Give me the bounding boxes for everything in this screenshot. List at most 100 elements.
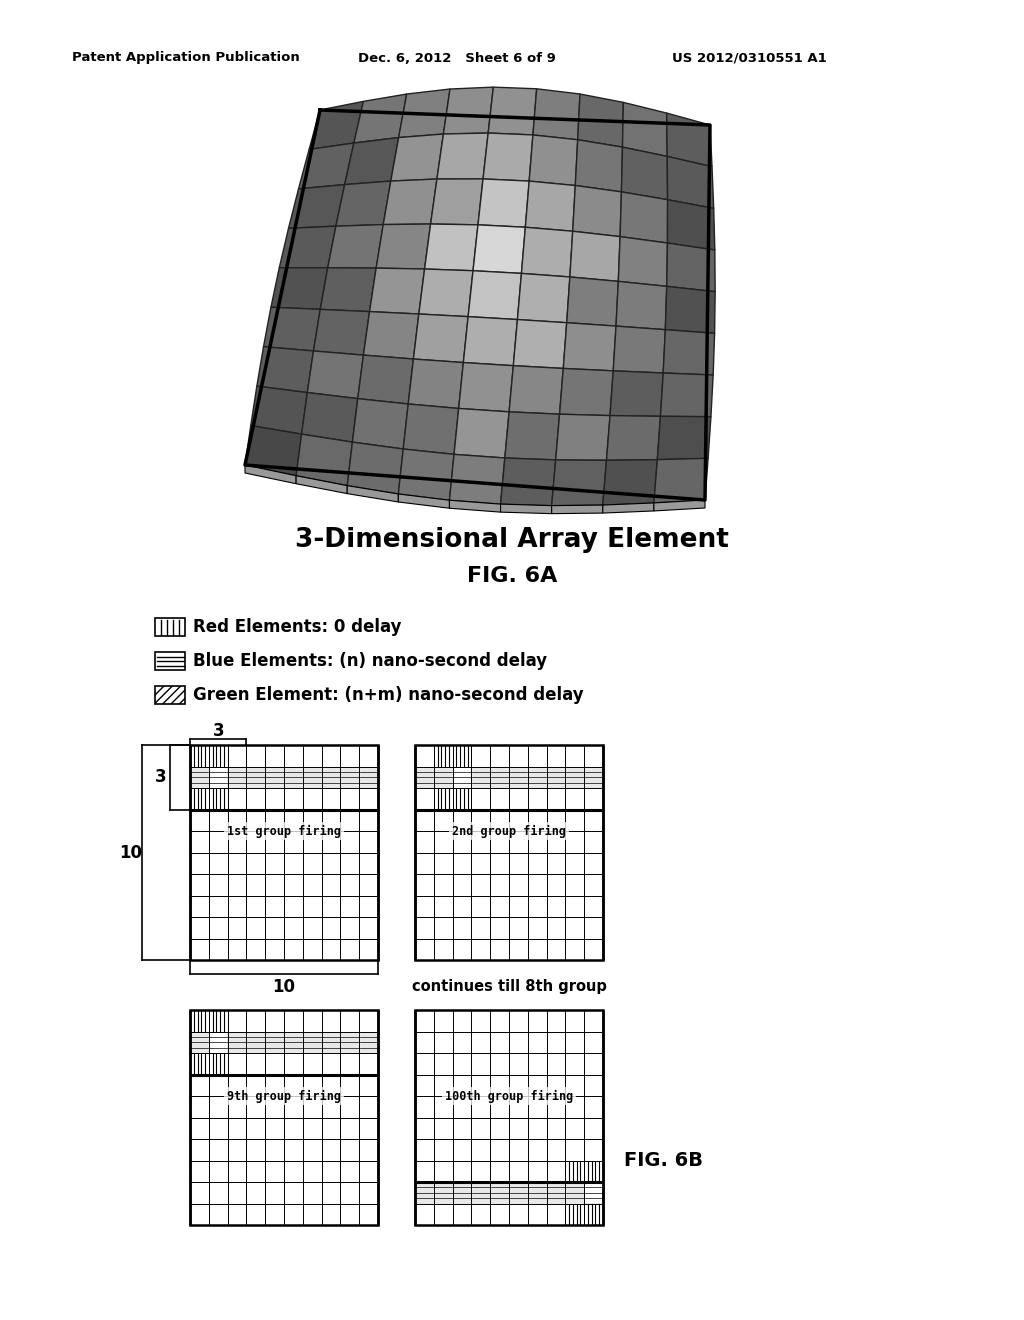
Polygon shape	[370, 268, 425, 314]
Polygon shape	[610, 371, 664, 416]
Polygon shape	[668, 199, 715, 249]
Text: Red Elements: 0 delay: Red Elements: 0 delay	[193, 618, 401, 636]
Text: 1st group firing: 1st group firing	[227, 825, 341, 838]
Polygon shape	[403, 404, 459, 454]
Polygon shape	[245, 465, 296, 483]
Polygon shape	[570, 231, 621, 281]
Bar	[453, 744, 471, 767]
Polygon shape	[245, 425, 302, 475]
Bar	[585, 1181, 603, 1204]
Bar	[190, 1010, 209, 1031]
Polygon shape	[575, 140, 623, 191]
Bar	[415, 1010, 603, 1225]
Polygon shape	[463, 317, 517, 366]
Polygon shape	[613, 326, 666, 374]
Bar	[434, 788, 453, 809]
Polygon shape	[559, 368, 613, 416]
Bar	[566, 1204, 584, 1225]
Polygon shape	[296, 434, 352, 486]
Bar	[190, 744, 378, 960]
Bar	[415, 1181, 603, 1204]
Polygon shape	[666, 286, 715, 334]
Bar	[190, 767, 378, 788]
Bar	[453, 767, 471, 788]
Polygon shape	[409, 359, 463, 408]
Bar	[190, 1053, 209, 1074]
Bar	[585, 1160, 603, 1181]
Polygon shape	[251, 387, 307, 434]
Polygon shape	[566, 277, 618, 326]
Polygon shape	[618, 236, 668, 286]
Polygon shape	[552, 459, 606, 506]
Polygon shape	[307, 351, 364, 399]
Text: continues till 8th group: continues till 8th group	[412, 979, 606, 994]
Bar	[585, 1204, 603, 1225]
Polygon shape	[271, 268, 328, 309]
Polygon shape	[513, 319, 566, 368]
Polygon shape	[321, 268, 376, 312]
Polygon shape	[517, 273, 570, 322]
Text: US 2012/0310551 A1: US 2012/0310551 A1	[672, 51, 826, 65]
Polygon shape	[328, 224, 383, 268]
Polygon shape	[664, 330, 715, 375]
Polygon shape	[450, 454, 505, 504]
Polygon shape	[376, 224, 431, 269]
Polygon shape	[257, 347, 313, 392]
Bar	[190, 1010, 378, 1225]
Polygon shape	[345, 137, 398, 185]
Polygon shape	[552, 506, 603, 513]
Polygon shape	[572, 186, 622, 236]
Bar	[209, 788, 227, 809]
Bar	[190, 788, 209, 809]
Text: 2nd group firing: 2nd group firing	[452, 825, 566, 838]
Polygon shape	[347, 442, 403, 494]
Bar	[209, 744, 227, 767]
Text: Patent Application Publication: Patent Application Publication	[72, 51, 300, 65]
Polygon shape	[431, 180, 483, 224]
Polygon shape	[660, 374, 713, 417]
Polygon shape	[289, 185, 345, 228]
Text: Dec. 6, 2012   Sheet 6 of 9: Dec. 6, 2012 Sheet 6 of 9	[358, 51, 556, 65]
Polygon shape	[578, 94, 624, 147]
Polygon shape	[478, 180, 529, 227]
Polygon shape	[309, 102, 364, 149]
Bar	[453, 746, 471, 766]
Bar	[190, 1010, 209, 1031]
Bar	[209, 1032, 227, 1052]
Text: FIG. 6A: FIG. 6A	[467, 566, 557, 586]
Bar	[209, 1010, 227, 1031]
Text: 3: 3	[212, 722, 224, 741]
Bar	[565, 1160, 585, 1181]
Text: 9th group firing: 9th group firing	[227, 1089, 341, 1102]
Polygon shape	[450, 500, 501, 512]
Bar	[190, 744, 209, 767]
Polygon shape	[354, 94, 407, 143]
Polygon shape	[437, 133, 488, 180]
Bar	[209, 1053, 227, 1074]
Bar	[565, 1204, 585, 1225]
Polygon shape	[483, 133, 532, 181]
Polygon shape	[509, 366, 563, 414]
Polygon shape	[529, 135, 578, 186]
Bar	[190, 788, 209, 809]
Polygon shape	[616, 281, 667, 330]
Bar	[155, 652, 185, 671]
Bar	[209, 788, 227, 809]
Bar	[415, 767, 603, 788]
Polygon shape	[667, 114, 712, 166]
Bar	[453, 788, 471, 809]
Polygon shape	[280, 226, 336, 268]
Polygon shape	[667, 243, 715, 292]
Polygon shape	[419, 269, 473, 317]
Polygon shape	[556, 414, 610, 461]
Text: 3: 3	[156, 768, 167, 787]
Polygon shape	[532, 88, 580, 140]
Bar	[190, 1053, 209, 1074]
Text: Blue Elements: (n) nano-second delay: Blue Elements: (n) nano-second delay	[193, 652, 547, 671]
Polygon shape	[473, 224, 525, 273]
Polygon shape	[391, 135, 443, 181]
Polygon shape	[352, 399, 409, 449]
Bar	[209, 746, 227, 766]
Bar	[585, 1160, 602, 1181]
Polygon shape	[521, 227, 572, 277]
